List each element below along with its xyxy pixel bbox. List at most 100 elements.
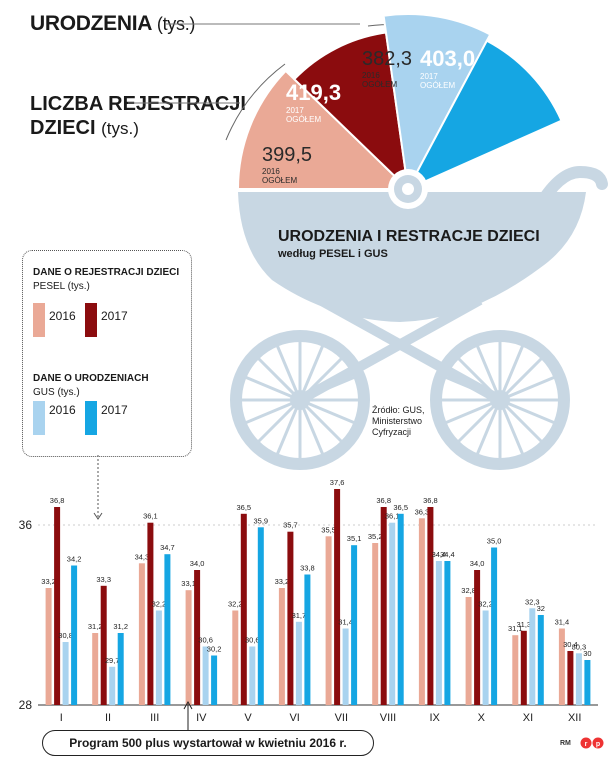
data-label: 36,8 [376,496,391,505]
carriage-body [238,192,586,322]
data-label: 31,3 [516,620,531,629]
carriage-handle [534,165,608,211]
bar-gus-2017 [117,633,124,705]
bar-gus-2017 [304,574,311,705]
bar-gus-2016 [575,653,582,706]
bar-pesel-2016 [45,588,52,705]
slice-label-pesel-2016: 399,5 2016 OGÓŁEM [262,144,312,185]
bar-gus-2017 [351,545,358,705]
data-label: 32 [537,604,545,613]
data-label: 36,5 [236,503,251,512]
slice-year: 2017 [420,72,438,81]
bar-gus-2016 [249,646,256,705]
data-label: 30,8 [58,631,73,640]
data-label: 34,2 [67,555,82,564]
slice-label-gus-2016: 382,3 2016 OGÓŁEM [362,48,412,89]
infographic-subtitle: według PESEL i GUS [278,248,388,260]
data-label: 36,1 [143,512,158,521]
bar-pesel-2017 [380,507,387,705]
slice-total-label: OGÓŁEM [262,176,298,185]
data-label: 34,4 [432,550,447,559]
x-tick-label: IV [196,712,207,724]
x-tick-label: III [150,712,159,724]
data-label: 32,8 [461,586,476,595]
slice-value: 399,5 [262,144,313,166]
data-label: 31,2 [88,622,103,631]
bar-pesel-2017 [287,531,294,705]
legend-swatch-pesel-2017 [85,303,97,337]
data-label: 35,2 [368,532,383,541]
registrations-title-unit: (tys.) [101,119,139,138]
bar-gus-2016 [295,621,302,706]
author-credit: RM [560,740,571,747]
slice-label-pesel-2017: 419,3 2017 OGÓŁEM [286,80,341,124]
slice-value: 419,3 [286,80,342,105]
data-label: 32,3 [525,597,540,606]
bar-gus-2016 [342,628,349,705]
data-label: 30,6 [198,636,213,645]
data-label: 35,9 [253,516,268,525]
legend-label-gus-2016: 2016 [49,403,76,417]
bar-gus-2017 [164,554,171,705]
bar-pesel-2016 [512,635,519,705]
bar-gus-2017 [444,561,451,705]
bar-pesel-2016 [185,590,192,705]
data-label: 30 [583,649,591,658]
data-label: 35,1 [347,534,362,543]
data-label: 36,1 [385,512,400,521]
x-tick-label: VIII [380,712,397,724]
bar-gus-2016 [62,642,69,705]
bar-gus-2017 [211,655,218,705]
registrations-title-line1: LICZBA REJESTRACJI [30,93,246,115]
bar-pesel-2016 [325,536,332,706]
legend-box: DANE O REJESTRACJI DZIECI PESEL (tys.) 2… [22,250,192,457]
data-label: 32,2 [228,600,243,609]
bar-pesel-2017 [54,507,61,705]
slice-total-label: OGÓŁEM [420,81,456,90]
data-label: 36,3 [415,507,430,516]
data-label: 37,6 [330,478,345,487]
x-tick-label: X [478,712,486,724]
bar-pesel-2017 [240,513,247,706]
registrations-bracket-arc [225,63,286,141]
bar-pesel-2017 [427,507,434,705]
x-tick-label: VI [289,712,299,724]
legend-swatch-gus-2016 [33,401,45,435]
data-label: 33,2 [41,577,56,586]
data-label: 33,2 [275,577,290,586]
bar-gus-2016 [435,561,442,705]
bar-pesel-2016 [92,633,99,705]
x-tick-label: II [105,712,111,724]
slice-total-label: OGÓŁEM [362,80,398,89]
legend-swatch-pesel-2016 [33,303,45,337]
slice-value: 403,0 [420,46,476,71]
slice-value: 382,3 [362,48,413,70]
data-label: 34,4 [440,550,455,559]
x-tick-label: XII [568,712,581,724]
data-label: 36,5 [393,503,408,512]
data-label: 30,3 [572,642,587,651]
carriage-strut-2 [297,295,483,405]
bar-gus-2016 [482,610,489,705]
data-label: 31,1 [508,624,523,633]
bar-gus-2017 [491,547,498,705]
registrations-title-line2: DZIECI [30,117,96,139]
x-tick-label: V [244,712,252,724]
slice-year: 2016 [362,71,380,80]
x-tick-label: XI [523,712,533,724]
svg-text:r: r [585,741,588,748]
bar-pesel-2017 [520,630,527,706]
source-note: Źródło: GUS, Ministerstwo Cyfryzacji [372,405,425,437]
hood-hub-center [402,183,414,195]
data-label: 33,3 [96,575,111,584]
data-label: 32,2 [152,600,167,609]
legend-registrations-heading: DANE O REJESTRACJI DZIECI [33,267,180,278]
wheel-right [430,330,570,470]
slice-year: 2016 [262,167,280,176]
bar-gus-2017 [71,565,78,705]
publisher-logo: r p [580,737,604,749]
legend-label-gus-2017: 2017 [101,403,128,417]
bar-gus-2016 [202,646,209,705]
legend-swatch-gus-2017 [85,401,97,435]
pie-slice-pesel-2017 [292,31,410,192]
